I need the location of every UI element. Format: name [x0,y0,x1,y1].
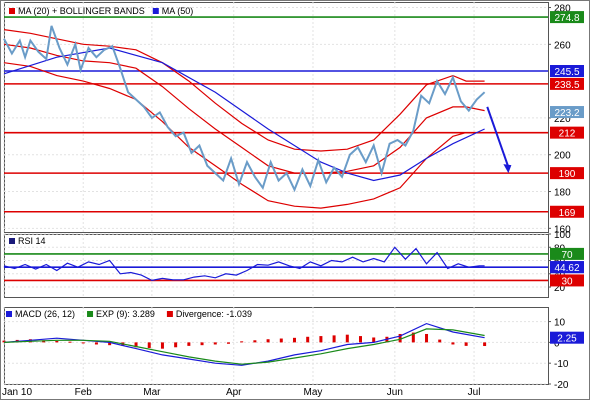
last-price-label: 223.2 [554,108,579,119]
forecast-arrow [486,106,510,168]
x-tick-label: Feb [75,387,93,398]
rsi-value-label: 44.62 [554,263,579,274]
legend-swatch [152,8,159,14]
divergence-bar [226,342,230,344]
divergence-bar [213,342,217,345]
series-bb_upper [3,29,485,152]
divergence-bar [411,332,415,343]
divergence-bar [319,336,323,343]
y-tick-label: 0 [554,338,560,349]
divergence-bar [147,342,151,348]
divergence-bar [438,339,442,343]
level-label: 190 [559,169,576,180]
level-label: 212 [559,129,576,140]
divergence-bar [306,336,310,343]
divergence-bar [2,340,6,343]
divergence-bar [332,335,336,343]
level-label: 70 [561,250,573,261]
divergence-bar [187,342,191,346]
x-tick-label: Apr [226,387,242,398]
legend-swatch [9,238,15,244]
y-tick-label: 160 [554,224,571,235]
legend-label: MACD (26, 12) [15,309,75,319]
divergence-bar [240,341,244,343]
y-tick-label: -20 [554,380,569,391]
legend-label: MA (20) + BOLLINGER BANDS [18,6,145,16]
macd-value-label: 2.25 [557,334,577,345]
x-tick-label: May [304,387,323,398]
divergence-bar [94,342,98,345]
y-tick-label: -10 [554,359,569,370]
y-tick-label: 180 [554,188,571,199]
last-price-badge [550,106,584,119]
x-tick-label: Jan 10 [2,387,32,398]
y-tick-label: 200 [554,151,571,162]
legend-label: RSI 14 [18,236,46,246]
divergence-bar [174,342,178,348]
divergence-bar [253,340,257,343]
x-tick-label: Jul [468,387,481,398]
x-tick-label: Jun [387,387,403,398]
panel-frame-2 [4,307,549,385]
x-tick-label: Mar [143,387,161,398]
divergence-bar [200,342,204,346]
legend-swatch [87,311,94,317]
level-badge [550,11,584,24]
series-bb_lower [3,62,485,209]
level-badge [550,205,584,218]
divergence-bar [464,342,468,346]
level-badge [550,126,584,139]
divergence-bar [108,342,112,346]
level-badge [550,247,584,260]
divergence-bar [266,339,270,343]
series-ma20 [3,43,485,174]
y-tick-label: 220 [554,114,571,125]
divergence-bar [398,333,402,343]
series-rsi [3,246,485,282]
divergence-bar [425,333,429,343]
level-badge [550,77,584,90]
divergence-bar [372,337,376,343]
series-price [3,25,486,193]
y-tick-label: 260 [554,40,571,51]
divergence-bar [292,337,296,343]
level-badge [550,167,584,180]
legend-swatch [6,311,12,317]
divergence-bar [68,341,72,343]
divergence-bar [345,334,349,343]
level-label: 238.5 [554,80,579,91]
legend-label: EXP (9): 3.289 [96,309,155,319]
y-tick-label: 280 [554,4,571,15]
legend-swatch [9,8,15,14]
divergence-bar [81,342,85,344]
level-label: 169 [559,208,576,219]
legend-swatch [166,311,173,317]
forecast-arrowhead [503,164,512,174]
level-label: 30 [561,276,573,287]
divergence-bar [359,336,363,343]
level-label: 245.5 [554,67,579,78]
y-tick-label: 20 [554,283,566,294]
level-label: 274.8 [554,13,579,24]
legend-label: Divergence: -1.039 [176,309,252,319]
series-exp [3,328,485,365]
divergence-bar [483,342,487,347]
legend-label: MA (50) [162,6,194,16]
y-tick-label: 100 [554,230,571,241]
level-badge [550,274,584,287]
divergence-bar [279,338,283,343]
divergence-bar [160,342,164,349]
level-badge [550,65,584,77]
y-tick-label: 10 [554,318,566,329]
divergence-bar [55,340,59,343]
rsi-value-badge [550,261,584,274]
macd-value-badge [550,331,584,344]
divergence-bar [134,342,138,348]
divergence-bar [451,342,455,345]
